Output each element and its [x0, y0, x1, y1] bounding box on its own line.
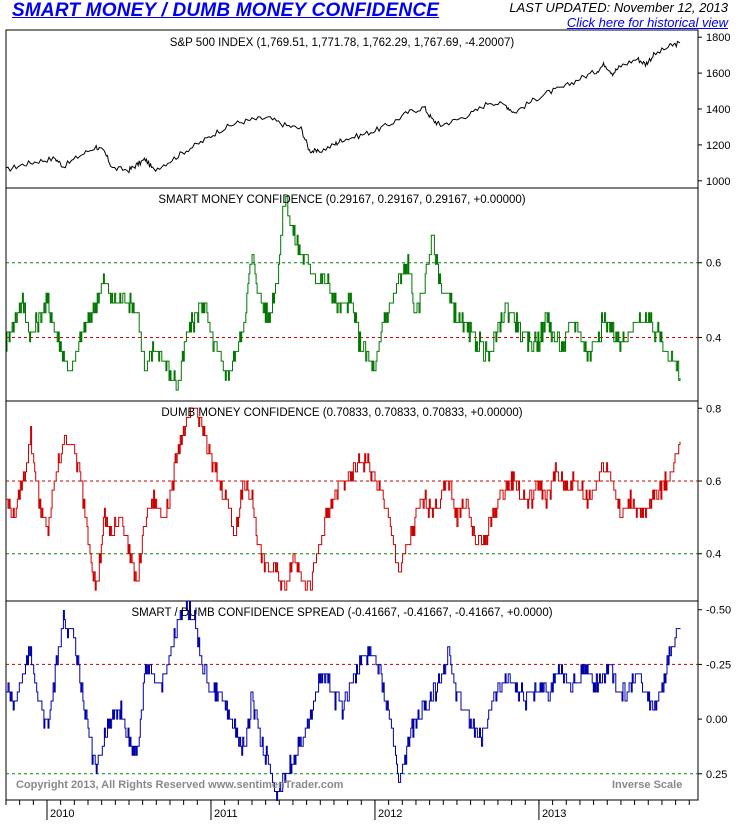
series-line-dumb	[6, 407, 681, 591]
y-tick-label: 1000	[706, 176, 730, 188]
series-line-spread	[6, 601, 681, 801]
y-tick-label: 0.6	[706, 258, 721, 270]
x-tick-label: 2010	[50, 808, 74, 820]
y-tick-label: 0.6	[706, 476, 721, 488]
x-tick-label: 2013	[542, 808, 566, 820]
copyright-text: Copyright 2013, All Rights Reserved www.…	[16, 779, 344, 791]
chart-frame	[5, 29, 699, 801]
y-tick-label: 1400	[706, 104, 730, 116]
panel-title-smart: SMART MONEY CONFIDENCE (0.29167, 0.29167…	[158, 194, 525, 206]
y-tick-label: -0.25	[706, 659, 731, 671]
series-line-sp500	[5, 40, 681, 174]
page-title[interactable]: SMART MONEY / DUMB MONEY CONFIDENCE	[12, 0, 440, 21]
panel-sp500: 1000 1200 1400 1600 1800 S&P 500 INDEX (1,769…	[5, 32, 730, 188]
panel-title-sp500: S&P 500 INDEX (1,769.51, 1,771.78, 1,762…	[170, 37, 515, 49]
panel-spread: -0.50 -0.25 0.00 0.25 SMART / DUMB CONFIDENC…	[6, 600, 731, 801]
last-updated-label: LAST UPDATED: November 12, 2013	[509, 0, 728, 15]
panel-title-dumb: DUMB MONEY CONFIDENCE (0.70833, 0.70833,…	[161, 407, 522, 419]
y-tick-label: 0.25	[706, 769, 727, 781]
panel-smart: 0.4 0.6 SMART MONEY CONFIDENCE (0.29167, 0…	[6, 187, 721, 391]
x-tick-label: 2011	[214, 808, 238, 820]
y-tick-label: -0.50	[706, 605, 731, 617]
panel-title-spread: SMART / DUMB CONFIDENCE SPREAD (-0.41667…	[131, 607, 552, 619]
y-tick-label: 1200	[706, 140, 730, 152]
y-tick-label: 1800	[706, 32, 730, 44]
y-tick-label: 0.4	[706, 332, 721, 344]
historical-view-link[interactable]: Click here for historical view	[566, 15, 728, 30]
y-tick-label: 1600	[706, 68, 730, 80]
chart-panels: 1000 1200 1400 1600 1800 S&P 500 INDEX (1,769…	[5, 32, 731, 801]
y-tick-label: 0.4	[706, 549, 721, 561]
header: SMART MONEY / DUMB MONEY CONFIDENCE LAST…	[0, 0, 746, 30]
x-tick-label: 2012	[378, 808, 402, 820]
y-tick-label: 0.8	[706, 403, 721, 415]
y-tick-label: 0.00	[706, 714, 727, 726]
inverse-scale-label: Inverse Scale	[612, 779, 682, 791]
x-axis: 2010 2011 2012 2013	[5, 800, 690, 820]
series-line-smart	[6, 196, 681, 391]
panel-dumb: 0.4 0.6 0.8 DUMB MONEY CONFIDENCE (0.70833,…	[6, 400, 721, 591]
